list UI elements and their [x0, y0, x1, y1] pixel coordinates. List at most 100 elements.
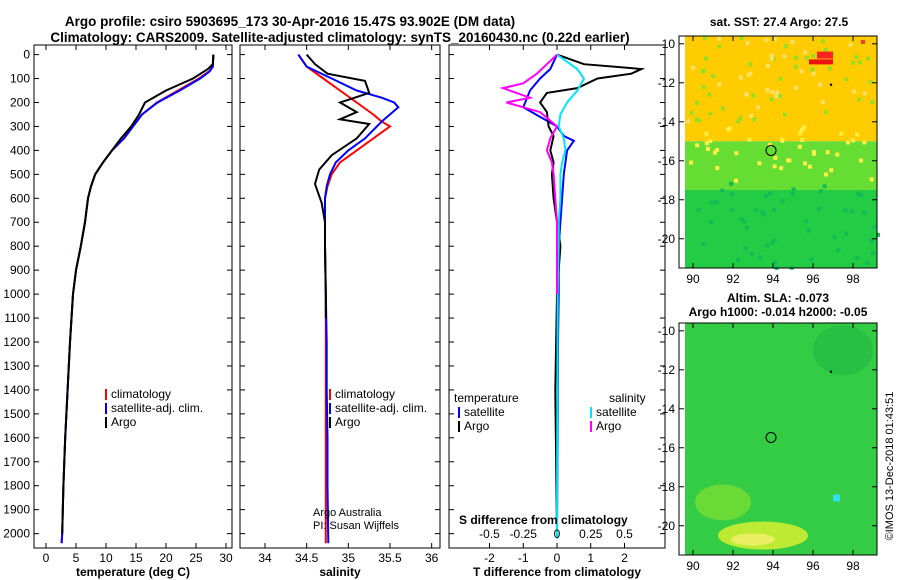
sst-pixel [708, 139, 713, 144]
legend-label: Argo [596, 419, 622, 433]
sst-pixel [782, 112, 787, 117]
sst-pixel [806, 228, 811, 233]
sst-pixel [701, 242, 706, 247]
x-tick-label: 35.5 [378, 551, 402, 565]
sst-pixel [798, 131, 803, 136]
sst-pixel [751, 93, 756, 98]
sst-pixel [745, 41, 750, 46]
sst-pixel [803, 50, 808, 55]
x-tick-label: -1 [518, 551, 529, 565]
annotation-text: PI: Susan Wijffels [313, 520, 399, 532]
sst-pixel [738, 75, 743, 80]
sst-pixel [876, 232, 881, 237]
sst-pixel [764, 193, 769, 198]
sst-pixel [816, 207, 821, 212]
x-tick-label: 2 [621, 551, 628, 565]
annotation-text: Argo Australia [313, 507, 382, 519]
map-y-label: -14 [658, 402, 676, 416]
map-x-label: 98 [846, 559, 860, 573]
sst-pixel [859, 193, 864, 198]
hot-sst-patch [861, 39, 865, 44]
sst-pixel [836, 248, 841, 253]
x-tick-label: 36 [425, 551, 439, 565]
track-point [829, 83, 833, 86]
sst-pixel [851, 60, 856, 65]
sst-pixel [800, 127, 805, 132]
sst-pixel [747, 137, 752, 142]
sst-pixel [810, 67, 815, 72]
x-axis-label: T difference from climatology [473, 565, 641, 579]
sst-pixel [856, 191, 861, 196]
map-y-label: -20 [658, 519, 676, 533]
sst-pixel [738, 116, 743, 121]
sst-pixel [694, 117, 699, 122]
series-line-satellite-adj-clim- [297, 54, 400, 544]
sst-pixel [790, 191, 795, 196]
depth-tick-label: 100 [10, 72, 30, 86]
sst-pixel [715, 166, 720, 171]
sst-pixel [749, 113, 754, 118]
sst-pixel [717, 36, 722, 41]
sst-pixel [709, 220, 714, 225]
x-tick-label: 5 [73, 551, 80, 565]
sst-pixel [711, 74, 716, 79]
imos-credit: ©IMOS 13-Dec-2018 01:43:51 [884, 392, 896, 541]
sst-pixel [775, 90, 780, 95]
depth-tick-label: 400 [10, 143, 30, 157]
depth-tick-label: 1500 [3, 407, 30, 421]
sst-pixel [705, 146, 710, 151]
sst-pixel [729, 207, 734, 212]
depth-tick-label: 1800 [3, 479, 30, 493]
legend-label: climatology [111, 387, 171, 401]
sst-pixel [704, 141, 709, 146]
sst-pixel [807, 164, 812, 169]
hot-sst-patch [809, 59, 833, 65]
map-x-label: 96 [806, 272, 820, 286]
depth-tick-label: 1100 [4, 311, 30, 325]
sst-pixel [823, 172, 828, 177]
sst-pixel [858, 158, 863, 163]
sst-pixel [770, 89, 775, 94]
sst-pixel [869, 177, 874, 182]
sst-pixel [765, 88, 770, 93]
sst-pixel [712, 150, 717, 155]
sst-pixel [739, 36, 744, 41]
sst-pixel [780, 199, 785, 204]
sst-pixel [778, 76, 783, 81]
sst-pixel [835, 152, 840, 157]
map-x-label: 94 [766, 559, 780, 573]
sst-pixel [736, 119, 741, 124]
depth-tick-label: 1300 [3, 359, 30, 373]
sst-pixel [769, 56, 774, 61]
sst-pixel [843, 208, 848, 213]
x-tick-label: 20 [159, 551, 173, 565]
depth-tick-label: 1200 [3, 335, 30, 349]
map-x-label: 96 [806, 559, 820, 573]
depth-tick-label: 1400 [3, 383, 30, 397]
sst-pixel [714, 200, 719, 205]
s-tick-label: 0 [554, 527, 561, 541]
sst-pixel [782, 54, 787, 59]
map-y-label: -10 [658, 37, 676, 51]
sst-pixel [829, 168, 834, 173]
hot-sst-patch [817, 51, 833, 59]
legend-label: Argo [335, 415, 361, 429]
sst-map: 90 92 94 96 98 -10 -12 -14 -16 -18 -20 sat. SST: 27… [658, 15, 881, 286]
sst-pixel [757, 161, 762, 166]
sst-pixel [848, 42, 853, 47]
sst-pixel [743, 246, 748, 251]
map-x-label: 98 [846, 272, 860, 286]
sst-pixel [741, 219, 746, 224]
sst-pixel [767, 142, 772, 147]
sst-pixel [851, 89, 856, 94]
sst-pixel [686, 119, 691, 124]
sst-pixel [797, 144, 802, 149]
sst-pixel [752, 117, 757, 122]
track-point [829, 370, 833, 373]
map-x-label: 90 [686, 559, 700, 573]
sst-pixel [857, 60, 862, 65]
sst-pixel [727, 126, 732, 131]
sst-pixel [839, 131, 844, 136]
mid-sst-zone [685, 141, 877, 191]
